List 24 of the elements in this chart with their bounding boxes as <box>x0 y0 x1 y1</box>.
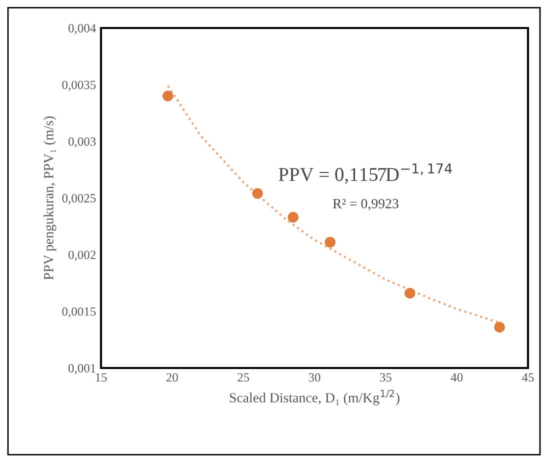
y-tick-label: 0,003 <box>68 137 96 148</box>
y-axis-title: PPV pengukuran, PPV₁ (m/s) <box>44 116 56 280</box>
x-tick-label: 15 <box>96 373 107 382</box>
y-tick-label: 0,0015 <box>62 307 96 318</box>
y-tick-label: 0,004 <box>68 24 96 34</box>
x-tick-label: 30 <box>308 373 320 382</box>
annotation: PPV = 0,1157D$^{−1,174}$ <box>278 164 452 184</box>
x-tick-label: 45 <box>522 373 534 382</box>
y-tick-label: 0,001 <box>68 364 96 374</box>
x-tick-label: 35 <box>380 373 392 382</box>
x-tick-label: 25 <box>238 373 250 382</box>
point <box>494 322 505 333</box>
point <box>404 288 416 299</box>
y-tick-label: 0,0025 <box>62 194 96 204</box>
point <box>252 188 263 199</box>
point <box>288 212 299 223</box>
y-tick-label: 0,002 <box>68 250 96 261</box>
y-tick-label: 0,0035 <box>62 80 96 91</box>
x-tick-label: 20 <box>166 373 178 382</box>
x-tick-label: 40 <box>450 373 463 382</box>
annotation: R² = 0,9923 <box>332 198 398 210</box>
point <box>324 236 336 248</box>
point <box>162 90 174 102</box>
x-axis-title: Scaled Distance, D₁ (m/Kg$^{1/2}$) <box>230 390 400 406</box>
